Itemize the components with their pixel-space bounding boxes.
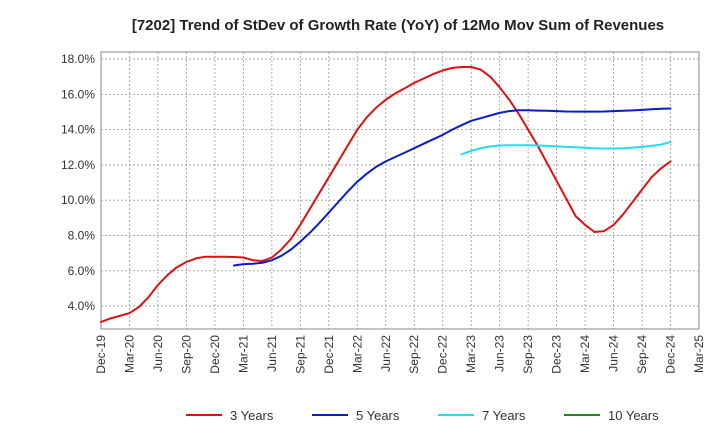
x-tick-label: Dec-22 xyxy=(436,335,450,374)
y-tick-label: 4.0% xyxy=(68,299,96,313)
legend-item-7-years: 7 Years xyxy=(438,408,526,423)
x-tick-label: Dec-20 xyxy=(208,335,222,374)
legend-item-3-years: 3 Years xyxy=(186,408,274,423)
y-tick-label: 12.0% xyxy=(61,158,95,172)
x-tick-label: Dec-23 xyxy=(550,335,564,374)
y-tick-label: 8.0% xyxy=(68,228,96,242)
x-tick-label: Mar-20 xyxy=(122,335,136,373)
chart-title: [7202] Trend of StDev of Growth Rate (Yo… xyxy=(132,17,664,34)
y-tick-label: 10.0% xyxy=(61,193,95,207)
y-tick-label: 16.0% xyxy=(61,87,95,101)
x-tick-label: Jun-24 xyxy=(607,335,621,372)
x-tick-label: Dec-19 xyxy=(94,335,108,374)
y-tick-label: 18.0% xyxy=(61,52,95,66)
series-line-3-years xyxy=(100,66,672,323)
x-tick-label: Mar-23 xyxy=(464,335,478,373)
x-tick-label: Jun-20 xyxy=(151,335,165,372)
x-tick-label: Jun-23 xyxy=(493,335,507,372)
legend-label: 3 Years xyxy=(230,408,274,423)
x-tick-label: Sep-23 xyxy=(521,335,535,374)
x-tick-label: Dec-24 xyxy=(664,335,678,374)
y-tick-label: 14.0% xyxy=(61,123,95,137)
x-tick-label: Mar-25 xyxy=(692,335,706,373)
x-tick-label: Sep-22 xyxy=(407,335,421,374)
x-tick-label: Mar-21 xyxy=(236,335,250,373)
x-tick-label: Sep-21 xyxy=(293,335,307,374)
x-tick-label: Sep-20 xyxy=(179,335,193,374)
legend-label: 5 Years xyxy=(356,408,400,423)
plot-area xyxy=(100,51,700,330)
series-line-5-years xyxy=(232,107,672,267)
x-tick-label: Jun-21 xyxy=(265,335,279,372)
legend-item-5-years: 5 Years xyxy=(312,408,400,423)
x-tick-label: Mar-22 xyxy=(350,335,364,373)
x-tick-label: Sep-24 xyxy=(635,335,649,374)
series-line-7-years xyxy=(460,141,672,156)
legend: 3 Years 5 Years 7 Years 10 Years xyxy=(186,408,659,423)
x-tick-label: Jun-22 xyxy=(379,335,393,372)
x-tick-label: Dec-21 xyxy=(322,335,336,374)
series-layer xyxy=(100,66,672,323)
legend-item-10-years: 10 Years xyxy=(564,408,659,423)
legend-label: 7 Years xyxy=(482,408,526,423)
y-tick-label: 6.0% xyxy=(68,264,96,278)
legend-label: 10 Years xyxy=(608,408,659,423)
axis-layer: 4.0% 6.0% 8.0% 10.0% 12.0% 14.0% 16.0% 18.0% Dec… xyxy=(61,52,706,374)
x-tick-label: Mar-24 xyxy=(578,335,592,373)
